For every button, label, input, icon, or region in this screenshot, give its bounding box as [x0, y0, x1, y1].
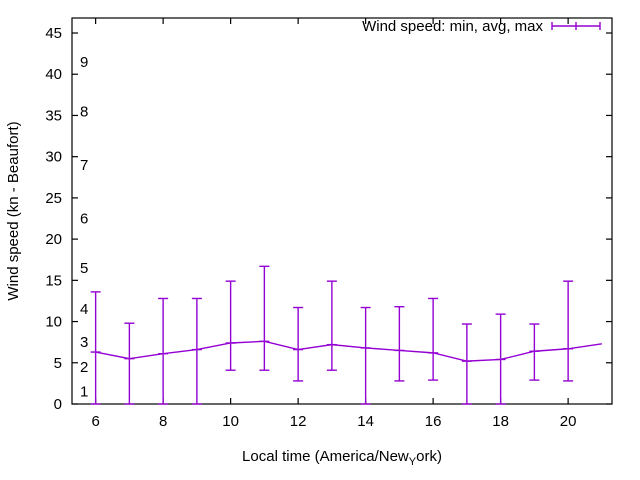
error-bar [90, 291, 101, 405]
x-tick-label: 6 [91, 413, 99, 430]
x-tick-label: 16 [425, 413, 442, 430]
y-tick-label: 35 [45, 107, 62, 124]
y-tick-label: 20 [45, 231, 62, 248]
y-axis-tick-labels: 0 5 10 15 20 25 30 35 40 45 [45, 25, 62, 413]
y-tick-label: 0 [54, 396, 62, 413]
x-axis-title-prefix: Local time (America/New [242, 448, 409, 465]
average-line-series [95, 340, 602, 362]
x-axis-title: Local time (America/NewYork) [242, 448, 442, 468]
beaufort-label: 6 [80, 211, 88, 228]
x-tick-label: 14 [357, 413, 374, 430]
y-tick-label: 45 [45, 25, 62, 42]
x-axis-tick-labels: 6 8 10 12 14 16 18 20 [91, 413, 576, 430]
legend-errorbar-sample [551, 22, 601, 30]
x-tick-label: 12 [290, 413, 307, 430]
beaufort-label: 3 [80, 334, 88, 351]
beaufort-label: 9 [80, 54, 88, 71]
beaufort-label: 5 [80, 260, 88, 277]
y-tick-label: 40 [45, 66, 62, 83]
x-tick-label: 8 [159, 413, 167, 430]
x-tick-label: 10 [222, 413, 239, 430]
beaufort-label: 8 [80, 103, 88, 120]
error-bar [259, 265, 270, 371]
x-axis-title-suffix: ork) [416, 448, 442, 465]
beaufort-label: 2 [80, 359, 88, 376]
plot-frame [71, 17, 613, 405]
y-tick-label: 5 [54, 355, 62, 372]
error-bar [428, 297, 439, 381]
beaufort-scale-labels: 1 2 3 4 5 6 7 8 9 [80, 54, 88, 401]
legend[interactable]: Wind speed: min, avg, max [362, 18, 601, 35]
error-bars-series [90, 265, 574, 405]
y-tick-label: 30 [45, 149, 62, 166]
y-tick-label: 10 [45, 314, 62, 331]
beaufort-label: 1 [80, 384, 88, 401]
x-tick-label: 18 [492, 413, 509, 430]
average-polyline [95, 340, 602, 362]
y-axis-title: Wind speed (kn - Beaufort) [5, 121, 22, 300]
beaufort-label: 7 [80, 157, 88, 174]
legend-label: Wind speed: min, avg, max [362, 18, 543, 35]
x-tick-label: 20 [560, 413, 577, 430]
y-tick-label: 15 [45, 272, 62, 289]
y-tick-label: 25 [45, 190, 62, 207]
y-axis-ticks [72, 32, 612, 405]
beaufort-label: 4 [80, 301, 88, 318]
plot-border [71, 17, 613, 405]
x-axis-title-subscript: Y [409, 456, 417, 468]
